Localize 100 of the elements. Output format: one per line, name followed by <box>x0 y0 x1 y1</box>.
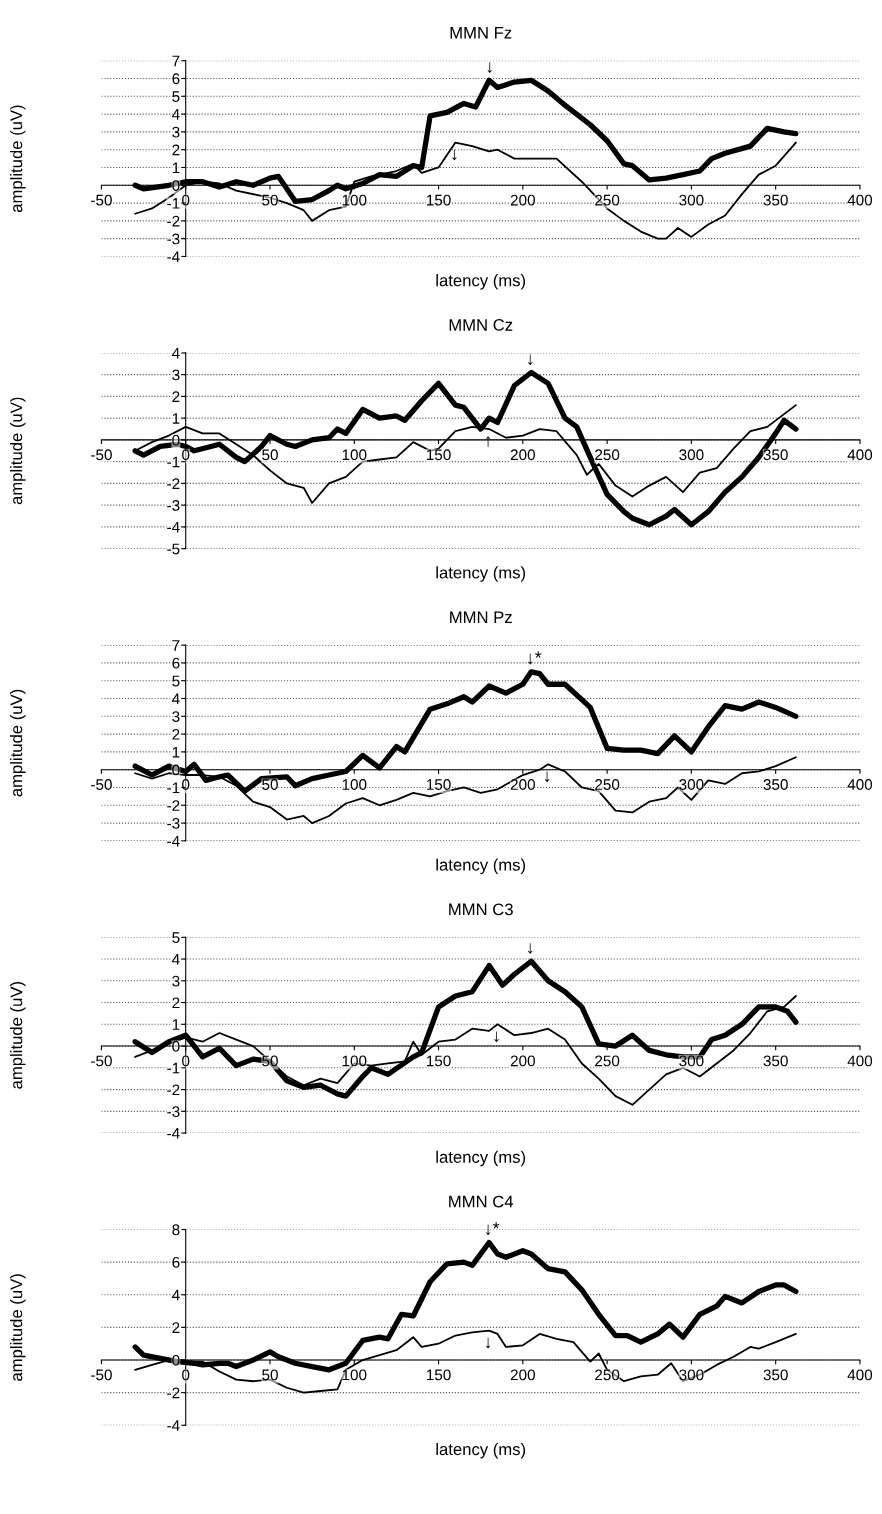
x-tick-label: 200 <box>510 194 535 206</box>
x-tick-label: 250 <box>595 1369 620 1381</box>
y-tick-label: -1 <box>167 456 180 468</box>
x-tick-label: 150 <box>426 194 451 206</box>
x-axis-title: latency (ms) <box>436 566 526 582</box>
y-axis-title: amplitude (uV) <box>10 1274 26 1381</box>
x-axis-title: latency (ms) <box>436 1150 526 1167</box>
y-axis-title: amplitude (uV) <box>10 982 26 1089</box>
y-tick-label: 6 <box>172 1257 180 1268</box>
annotation: ↓* <box>485 1222 500 1236</box>
y-tick-label: 3 <box>172 975 180 987</box>
y-tick-label: 0 <box>172 1040 180 1052</box>
x-tick-label: 200 <box>510 779 535 790</box>
y-tick-label: 6 <box>172 73 180 85</box>
x-tick-label: 100 <box>342 779 367 790</box>
y-tick-label: 7 <box>172 55 180 67</box>
x-tick-label: 250 <box>595 194 620 206</box>
y-axis-title: amplitude (uV) <box>10 689 26 797</box>
x-tick-label: 400 <box>847 1055 873 1067</box>
y-tick-label: -2 <box>167 478 180 489</box>
y-tick-label: 1 <box>172 162 180 174</box>
x-tick-label: -50 <box>91 194 112 206</box>
x-tick-label: 150 <box>426 1055 451 1067</box>
x-tick-label: 50 <box>262 779 278 790</box>
x-tick-label: 0 <box>182 194 190 206</box>
y-tick-label: -2 <box>167 1387 180 1399</box>
x-axis-title: latency (ms) <box>436 1442 526 1459</box>
x-tick-label: 350 <box>763 194 788 206</box>
y-tick-label: 0 <box>172 434 180 446</box>
y-tick-label: -2 <box>167 800 180 811</box>
y-tick-label: -3 <box>167 1106 180 1118</box>
y-tick-label: -1 <box>167 1062 180 1074</box>
y-tick-label: 5 <box>172 932 180 943</box>
annotation: ↓ <box>544 771 550 783</box>
y-tick-label: 8 <box>172 1224 180 1236</box>
x-tick-label: 200 <box>510 1369 535 1381</box>
x-tick-label: 200 <box>510 1055 535 1067</box>
y-tick-label: 3 <box>172 711 180 722</box>
y-tick-label: 6 <box>172 657 180 669</box>
x-tick-label: 400 <box>847 779 873 790</box>
x-tick-label: -50 <box>91 1369 112 1381</box>
y-tick-label: -1 <box>167 782 180 794</box>
x-tick-label: -50 <box>91 449 112 461</box>
x-tick-label: 150 <box>426 1369 451 1381</box>
y-tick-label: -1 <box>167 198 180 209</box>
chart-title: MMN Fz <box>450 27 512 39</box>
y-tick-label: 2 <box>172 997 180 1009</box>
x-tick-label: 0 <box>182 1055 190 1067</box>
y-tick-label: -4 <box>167 521 180 533</box>
y-tick-label: -4 <box>167 251 180 263</box>
y-tick-label: -2 <box>167 1084 180 1096</box>
x-tick-label: 250 <box>595 779 620 790</box>
x-axis-title: latency (ms) <box>436 858 526 875</box>
annotation: ↑ <box>485 436 491 447</box>
x-tick-label: 50 <box>262 1369 278 1381</box>
x-tick-label: 350 <box>763 449 788 461</box>
y-tick-label: -4 <box>167 835 180 847</box>
y-tick-label: 3 <box>172 369 180 381</box>
y-tick-label: 2 <box>172 728 180 740</box>
y-tick-label: 5 <box>172 675 180 687</box>
x-tick-label: 300 <box>679 194 704 206</box>
x-tick-label: -50 <box>91 1055 112 1067</box>
annotation: ↓ <box>494 1031 499 1043</box>
x-tick-label: 300 <box>679 779 704 790</box>
y-tick-label: 1 <box>172 1019 180 1030</box>
y-tick-label: -2 <box>167 215 180 227</box>
x-tick-label: 0 <box>182 1369 190 1381</box>
x-tick-label: 400 <box>847 194 873 206</box>
x-tick-label: 100 <box>342 1369 367 1381</box>
x-tick-label: 150 <box>426 449 451 461</box>
x-tick-label: 350 <box>763 779 788 790</box>
x-tick-label: 350 <box>763 1369 788 1381</box>
y-tick-label: 2 <box>172 144 180 156</box>
y-tick-label: 5 <box>172 91 180 102</box>
x-tick-label: -50 <box>91 779 112 790</box>
y-tick-label: 4 <box>172 693 180 705</box>
x-tick-label: 300 <box>679 449 704 461</box>
x-tick-label: 100 <box>342 449 367 461</box>
y-tick-label: 2 <box>172 391 180 402</box>
y-tick-label: 4 <box>172 109 180 120</box>
y-tick-label: 4 <box>172 1289 180 1301</box>
annotation: ↓ <box>528 943 533 954</box>
y-tick-label: -5 <box>167 543 180 555</box>
x-axis-title: latency (ms) <box>436 274 526 290</box>
x-tick-label: 150 <box>426 779 451 790</box>
x-tick-label: 300 <box>679 1369 704 1381</box>
y-tick-label: 4 <box>172 954 180 965</box>
chart-title: MMN C3 <box>449 903 513 916</box>
x-tick-label: 100 <box>342 194 367 206</box>
y-tick-label: -4 <box>167 1128 180 1139</box>
annotation: ↓* <box>528 651 542 665</box>
y-axis-title: amplitude (uV) <box>10 397 26 505</box>
y-tick-label: 2 <box>172 1322 180 1333</box>
x-tick-label: 250 <box>595 1055 620 1067</box>
x-tick-label: 300 <box>679 1055 704 1067</box>
y-tick-label: 1 <box>172 413 180 424</box>
y-tick-label: 4 <box>172 347 180 359</box>
chart-title: MMN C4 <box>449 1195 514 1208</box>
annotation: ↓ <box>487 62 492 73</box>
x-tick-label: 350 <box>763 1055 788 1067</box>
